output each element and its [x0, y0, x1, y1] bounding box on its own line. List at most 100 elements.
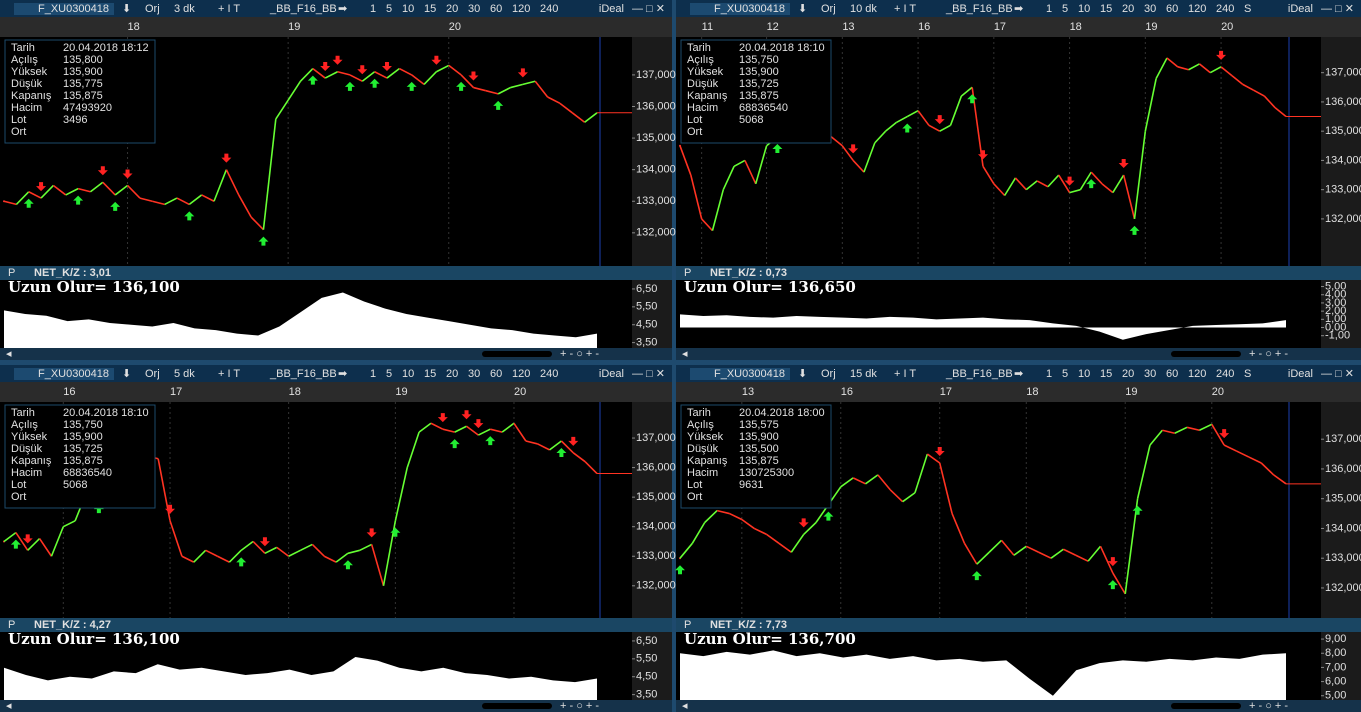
scroll-left[interactable]: ◂ — [6, 348, 12, 360]
zoom-button[interactable]: 60 — [490, 368, 502, 380]
zoom-button[interactable]: 10 — [402, 3, 414, 15]
price-segment — [1242, 83, 1254, 91]
zoom-button[interactable]: 20 — [446, 3, 458, 15]
period[interactable]: Orj — [821, 3, 836, 15]
zoom-button[interactable]: 1 — [370, 3, 376, 15]
price-segment — [478, 428, 491, 436]
template[interactable]: _BB_F16_BB — [269, 3, 337, 15]
window-buttons[interactable]: — □ ✕ — [632, 368, 665, 380]
price-segment — [454, 425, 467, 433]
price-segment — [753, 527, 767, 536]
scroll-left[interactable]: ◂ — [682, 700, 688, 712]
indicator-p: P — [8, 619, 15, 631]
down-icon[interactable]: ⬇ — [798, 368, 807, 380]
interval[interactable]: 3 dk — [174, 3, 195, 15]
zoom-button[interactable]: 5 — [1062, 368, 1068, 380]
zoom-button[interactable]: 60 — [1166, 3, 1178, 15]
window-buttons[interactable]: — □ ✕ — [1321, 368, 1354, 380]
tool-icons[interactable]: + I T — [894, 368, 916, 380]
sell-signal — [798, 518, 809, 528]
price-segment — [1000, 539, 1015, 556]
interval[interactable]: 10 dk — [850, 3, 877, 15]
zoom-button[interactable]: 120 — [1188, 368, 1206, 380]
info-label: Hacim — [687, 102, 718, 114]
zoom-button[interactable]: 240 — [1216, 3, 1234, 15]
zoom-button[interactable]: 60 — [1166, 368, 1178, 380]
scroll-thumb[interactable] — [1171, 703, 1241, 709]
template[interactable]: _BB_F16_BB — [945, 3, 1013, 15]
tool-icons[interactable]: + I T — [218, 3, 240, 15]
zoom-button[interactable]: 120 — [1188, 3, 1206, 15]
zoom-button[interactable]: 60 — [490, 3, 502, 15]
arrow-icon[interactable]: ➡ — [338, 368, 347, 380]
scroll-thumb[interactable] — [1171, 351, 1241, 357]
interval[interactable]: 15 dk — [850, 368, 877, 380]
zoom-button[interactable]: 10 — [402, 368, 414, 380]
zoom-button[interactable]: 20 — [1122, 368, 1134, 380]
zoom-button[interactable]: 15 — [1100, 3, 1112, 15]
zoom-button[interactable]: 10 — [1078, 3, 1090, 15]
scroll-left[interactable]: ◂ — [682, 348, 688, 360]
period[interactable]: Orj — [821, 368, 836, 380]
price-segment — [547, 96, 561, 105]
zoom-button[interactable]: 30 — [468, 3, 480, 15]
zoom-button[interactable]: 5 — [386, 368, 392, 380]
indicator-p: P — [684, 267, 691, 279]
indicator-tick-label: 4,50 — [636, 319, 657, 331]
zoom-button[interactable]: 240 — [540, 368, 558, 380]
scroll-thumb[interactable] — [482, 703, 552, 709]
zoom-button[interactable]: 20 — [446, 368, 458, 380]
date-label: 20 — [1212, 386, 1224, 398]
zoom-button[interactable]: 240 — [540, 3, 558, 15]
price-segment — [430, 422, 444, 430]
sell-signal — [934, 115, 945, 125]
arrow-icon[interactable]: ➡ — [338, 3, 347, 15]
zoom-button[interactable]: 120 — [512, 3, 530, 15]
zoom-button[interactable]: S — [1244, 3, 1251, 15]
zoom-button[interactable]: 1 — [370, 368, 376, 380]
buy-signal — [971, 571, 982, 581]
zoom-button[interactable]: 1 — [1046, 3, 1052, 15]
period[interactable]: Orj — [145, 368, 160, 380]
scroll-left[interactable]: ◂ — [6, 700, 12, 712]
zoom-button[interactable]: 30 — [1144, 3, 1156, 15]
scroll-thumb[interactable] — [482, 351, 552, 357]
zoom-button[interactable]: 120 — [512, 368, 530, 380]
zoom-button[interactable]: 15 — [424, 368, 436, 380]
tool-icons[interactable]: + I T — [218, 368, 240, 380]
arrow-icon[interactable]: ➡ — [1014, 368, 1023, 380]
price-segment — [1133, 131, 1147, 220]
price-segment — [240, 540, 254, 551]
zoom-button[interactable]: 15 — [424, 3, 436, 15]
interval[interactable]: 5 dk — [174, 368, 195, 380]
zoom-button[interactable]: 240 — [1216, 368, 1234, 380]
zoom-button[interactable]: 10 — [1078, 368, 1090, 380]
zoom-button[interactable]: 30 — [1144, 368, 1156, 380]
buy-signal — [23, 198, 34, 208]
price-segment — [1188, 63, 1200, 71]
zoom-button[interactable]: 5 — [1062, 3, 1068, 15]
zoom-button[interactable]: 20 — [1122, 3, 1134, 15]
down-icon[interactable]: ⬇ — [798, 3, 807, 15]
down-icon[interactable]: ⬇ — [122, 368, 131, 380]
template[interactable]: _BB_F16_BB — [269, 368, 337, 380]
zoom-button[interactable]: 5 — [386, 3, 392, 15]
zoom-button[interactable]: 30 — [468, 368, 480, 380]
symbol: F_XU0300418 — [38, 368, 109, 380]
down-icon[interactable]: ⬇ — [122, 3, 131, 15]
zoom-button[interactable]: 1 — [1046, 368, 1052, 380]
arrow-icon[interactable]: ➡ — [1014, 3, 1023, 15]
price-segment — [264, 546, 278, 555]
window-buttons[interactable]: — □ ✕ — [1321, 3, 1354, 15]
price-segment — [193, 549, 207, 563]
price-segment — [213, 169, 228, 202]
price-segment — [312, 67, 326, 79]
tool-icons[interactable]: + I T — [894, 3, 916, 15]
period[interactable]: Orj — [145, 3, 160, 15]
indicator-tick-label: 3,50 — [636, 689, 657, 701]
price-segment — [885, 121, 897, 132]
zoom-button[interactable]: 15 — [1100, 368, 1112, 380]
template[interactable]: _BB_F16_BB — [945, 368, 1013, 380]
window-buttons[interactable]: — □ ✕ — [632, 3, 665, 15]
zoom-button[interactable]: S — [1244, 368, 1251, 380]
